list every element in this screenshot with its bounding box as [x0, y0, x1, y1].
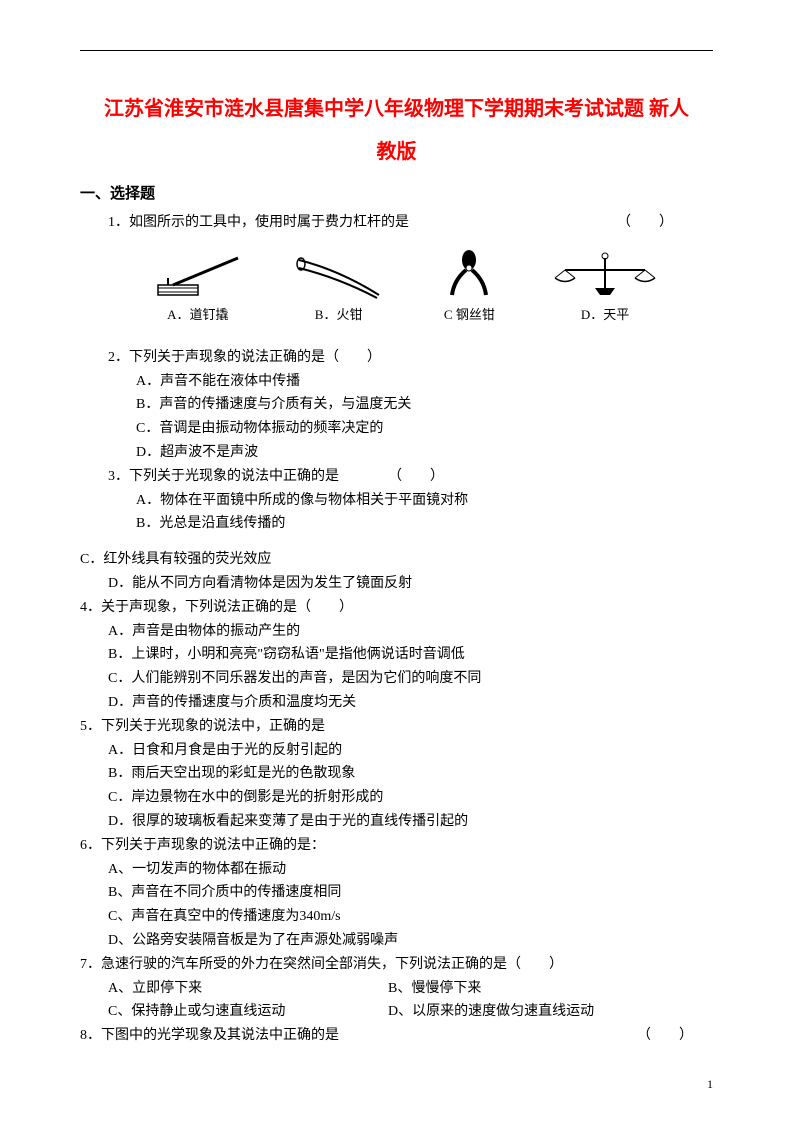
q5-d: D．很厚的玻璃板看起来变薄了是由于光的直线传播引起的 [108, 810, 713, 834]
q8-stem: 8．下图中的光学现象及其说法中正确的是 [80, 1024, 339, 1048]
figure-label-c: C 钢丝钳 [444, 304, 495, 326]
tongs-icon [289, 250, 389, 300]
q4-stem: 4．关于声现象，下列说法正确的是（ ） [80, 596, 713, 620]
figure-label-d: D．天平 [581, 304, 629, 326]
q1-stem-row: 1．如图所示的工具中，使用时属于费力杠杆的是 （ ） [108, 211, 713, 235]
top-divider [80, 50, 713, 51]
q7-d: D、以原来的速度做匀速直线运动 [388, 1000, 594, 1024]
q1-figures: A．道钉撬 B．火钳 C 钢丝钳 [130, 245, 683, 326]
q6-a: A、一切发声的物体都在振动 [108, 858, 713, 882]
q6-stem: 6．下列关于声现象的说法中正确的是： [80, 834, 713, 858]
q6-c: C、声音在真空中的传播速度为340m/s [108, 905, 713, 929]
figure-tongs: B．火钳 [289, 250, 389, 326]
q7-stem: 7．急速行驶的汽车所受的外力在突然间全部消失，下列说法正确的是（ ） [80, 953, 713, 977]
q2-stem: 2．下列关于声现象的说法正确的是（ ） [108, 346, 713, 370]
figure-label-a: A．道钉撬 [167, 304, 228, 326]
figure-nail-puller: A．道钉撬 [153, 250, 243, 326]
q5-b: B．雨后天空出现的彩虹是光的色散现象 [108, 762, 713, 786]
q7-row1: A、立即停下来 B、慢慢停下来 [108, 977, 713, 1001]
q3-d: D．能从不同方向看清物体是因为发生了镜面反射 [108, 572, 713, 596]
q2-b: B．声音的传播速度与介质有关，与温度无关 [136, 393, 713, 417]
q5-stem: 5．下列关于光现象的说法中，正确的是 [80, 715, 713, 739]
q3-b: B．光总是沿直线传播的 [136, 512, 713, 536]
q5-c: C．岸边景物在水中的倒影是光的折射形成的 [108, 786, 713, 810]
q4-b: B．上课时，小明和亮亮"窃窃私语"是指他俩说话时音调低 [108, 643, 713, 667]
figure-balance: D．天平 [550, 250, 660, 326]
figure-pliers: C 钢丝钳 [434, 245, 504, 326]
q3-stem: 3．下列关于光现象的说法中正确的是 （ ） [108, 465, 713, 489]
section-header: 一、选择题 [80, 182, 713, 203]
q7-c: C、保持静止或匀速直线运动 [108, 1000, 388, 1024]
q7-row2: C、保持静止或匀速直线运动 D、以原来的速度做匀速直线运动 [108, 1000, 713, 1024]
q8-bracket: （ ） [637, 1024, 693, 1048]
q2-c: C．音调是由振动物体振动的频率决定的 [136, 417, 713, 441]
q3-a: A．物体在平面镜中所成的像与物体相关于平面镜对称 [136, 489, 713, 513]
q6-d: D、公路旁安装隔音板是为了在声源处减弱噪声 [108, 929, 713, 953]
balance-icon [550, 250, 660, 300]
q2-a: A．声音不能在液体中传播 [136, 370, 713, 394]
nail-puller-icon [153, 250, 243, 300]
exam-title-line2: 教版 [80, 135, 713, 164]
q4-c: C．人们能辨别不同乐器发出的声音，是因为它们的响度不同 [108, 667, 713, 691]
pliers-icon [434, 245, 504, 300]
questions-container: 1．如图所示的工具中，使用时属于费力杠杆的是 （ ） A．道钉撬 B．火钳 [80, 211, 713, 1048]
q1-bracket: （ ） [617, 211, 673, 235]
q2-d: D．超声波不是声波 [136, 441, 713, 465]
q4-a: A．声音是由物体的振动产生的 [108, 620, 713, 644]
q7-b: B、慢慢停下来 [388, 977, 481, 1001]
q4-d: D．声音的传播速度与介质和温度均无关 [108, 691, 713, 715]
exam-title-line1: 江苏省淮安市涟水县唐集中学八年级物理下学期期末考试试题 新人 [80, 91, 713, 127]
q5-a: A．日食和月食是由于光的反射引起的 [108, 739, 713, 763]
q6-b: B、声音在不同介质中的传播速度相同 [108, 881, 713, 905]
q1-stem: 1．如图所示的工具中，使用时属于费力杠杆的是 [108, 211, 409, 235]
q3-c: C．红外线具有较强的荧光效应 [80, 548, 713, 572]
page-number: 1 [707, 1077, 713, 1092]
q8-row: 8．下图中的光学现象及其说法中正确的是 （ ） [80, 1024, 713, 1048]
q7-a: A、立即停下来 [108, 977, 388, 1001]
figure-label-b: B．火钳 [315, 304, 363, 326]
